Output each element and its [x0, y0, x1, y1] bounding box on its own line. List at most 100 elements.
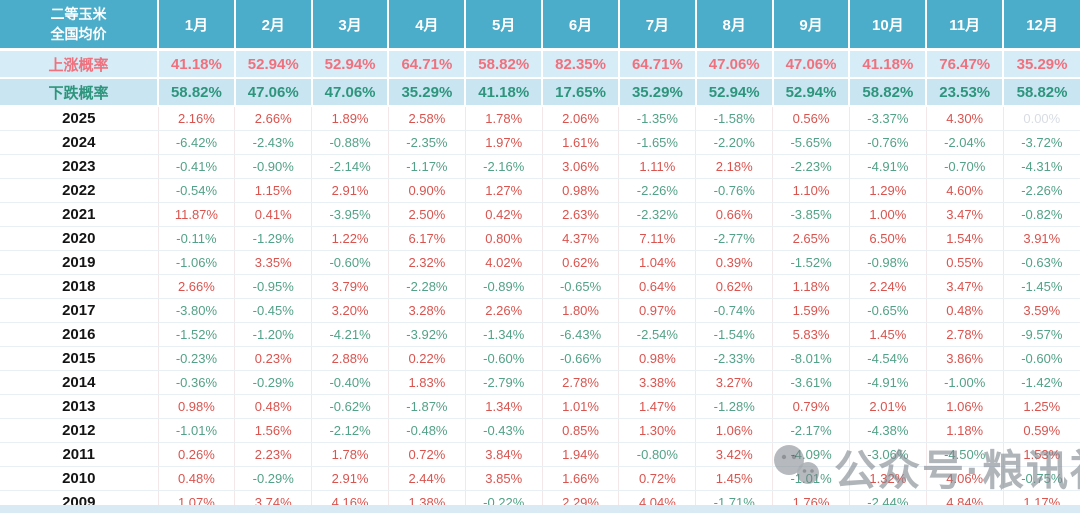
probability-cell: 35.29% — [1003, 49, 1080, 79]
title-line1: 二等玉米 — [50, 5, 107, 22]
value-cell: -4.91% — [849, 370, 927, 395]
value-cell: 0.23% — [234, 346, 313, 371]
value-cell: 3.47% — [926, 202, 1004, 227]
probability-cell: 58.82% — [1003, 78, 1080, 107]
value-cell: 0.59% — [1003, 418, 1080, 443]
value-cell: -0.88% — [311, 130, 389, 155]
value-cell: -3.85% — [772, 202, 850, 227]
month-header: 10月 — [849, 0, 928, 51]
value-cell: 3.20% — [311, 298, 389, 323]
value-cell: 1.15% — [234, 178, 313, 203]
value-cell: -3.72% — [1003, 130, 1080, 155]
value-cell: 4.02% — [465, 250, 543, 275]
value-cell: 0.56% — [772, 106, 850, 131]
year-label: 2017 — [0, 298, 159, 323]
probability-cell: 41.18% — [465, 78, 544, 107]
year-label: 2025 — [0, 106, 159, 131]
year-label: 2018 — [0, 274, 159, 299]
bottom-strip — [0, 505, 1080, 513]
value-cell: -0.36% — [158, 370, 236, 395]
year-row: 2025 2.16% 2.66% 1.89% 2.58% 1.78% 2.06% -1.35%… — [0, 106, 1080, 131]
value-cell: -0.95% — [234, 274, 313, 299]
value-cell: -2.20% — [695, 130, 774, 155]
title-line2: 全国均价 — [50, 26, 107, 42]
value-cell: 2.50% — [388, 202, 466, 227]
probability-cell: 64.71% — [618, 49, 697, 79]
value-cell: 1.00% — [849, 202, 927, 227]
value-cell: -2.79% — [465, 370, 543, 395]
value-cell: -2.26% — [1003, 178, 1080, 203]
value-cell: -2.32% — [618, 202, 697, 227]
value-cell: 0.98% — [618, 346, 697, 371]
value-cell: 3.47% — [926, 274, 1004, 299]
value-cell: 0.72% — [618, 466, 697, 491]
year-row: 2021 11.87% 0.41% -3.95% 2.50% 0.42% 2.63% -2.3… — [0, 202, 1080, 227]
value-cell: 1.78% — [311, 442, 389, 467]
value-cell: 0.39% — [695, 250, 774, 275]
value-cell: 2.78% — [926, 322, 1004, 347]
value-cell: 1.53% — [1003, 442, 1080, 467]
value-cell: 2.66% — [158, 274, 236, 299]
value-cell: -5.65% — [772, 130, 850, 155]
value-cell: 0.98% — [542, 178, 620, 203]
value-cell: 0.85% — [542, 418, 620, 443]
value-cell: 6.17% — [388, 226, 466, 251]
value-cell: 1.04% — [618, 250, 697, 275]
value-cell: 2.88% — [311, 346, 389, 371]
value-cell: -1.00% — [926, 370, 1004, 395]
value-cell: -6.42% — [158, 130, 236, 155]
probability-cell: 82.35% — [542, 49, 620, 79]
year-row: 2023 -0.41% -0.90% -2.14% -1.17% -2.16% 3.06% 1… — [0, 154, 1080, 179]
month-header: 3月 — [311, 0, 390, 51]
value-cell: 4.60% — [926, 178, 1004, 203]
value-cell: 7.11% — [618, 226, 697, 251]
value-cell: 3.85% — [465, 466, 543, 491]
value-cell: 3.59% — [1003, 298, 1080, 323]
value-cell: -0.40% — [311, 370, 389, 395]
value-cell: -0.65% — [542, 274, 620, 299]
value-cell: -2.28% — [388, 274, 466, 299]
value-cell: 1.32% — [849, 466, 927, 491]
value-cell: -1.52% — [772, 250, 850, 275]
value-cell: -1.42% — [1003, 370, 1080, 395]
value-cell: -4.50% — [926, 442, 1004, 467]
value-cell: -0.43% — [465, 418, 543, 443]
value-cell: 3.27% — [695, 370, 774, 395]
value-cell: 1.18% — [772, 274, 850, 299]
rise-probability-row-label: 上涨概率 — [0, 49, 159, 79]
year-row: 2012 -1.01% 1.56% -2.12% -0.48% -0.43% 0.85% 1.… — [0, 418, 1080, 443]
value-cell: 1.61% — [542, 130, 620, 155]
year-row: 2016 -1.52% -1.20% -4.21% -3.92% -1.34% -6.43%… — [0, 322, 1080, 347]
probability-cell: 17.65% — [542, 78, 620, 107]
year-row: 2022 -0.54% 1.15% 2.91% 0.90% 1.27% 0.98% -2.26… — [0, 178, 1080, 203]
value-cell: 0.66% — [695, 202, 774, 227]
fall-probability-row-label: 下跌概率 — [0, 78, 159, 107]
value-cell: 1.45% — [695, 466, 774, 491]
value-cell: -4.21% — [311, 322, 389, 347]
value-cell: 0.62% — [542, 250, 620, 275]
value-cell: -0.80% — [618, 442, 697, 467]
value-cell: -2.54% — [618, 322, 697, 347]
probability-cell: 76.47% — [926, 49, 1005, 79]
value-cell: 1.06% — [695, 418, 774, 443]
probability-cell: 47.06% — [695, 49, 774, 79]
value-cell: -1.52% — [158, 322, 236, 347]
table-body: 上涨概率 41.18% 52.94% 52.94% 64.71% 58.82% 82.35%… — [0, 49, 1080, 513]
value-cell: -1.01% — [158, 418, 236, 443]
year-label: 2020 — [0, 226, 159, 251]
probability-cell: 58.82% — [465, 49, 544, 79]
table-title: 二等玉米 全国均价 — [0, 0, 159, 51]
probability-cell: 41.18% — [158, 49, 236, 79]
value-cell: 1.25% — [1003, 394, 1080, 419]
year-row: 2017 -3.80% -0.45% 3.20% 3.28% 2.26% 1.80% 0.97… — [0, 298, 1080, 323]
value-cell: -1.20% — [234, 322, 313, 347]
value-cell: -4.91% — [849, 154, 927, 179]
year-row: 2018 2.66% -0.95% 3.79% -2.28% -0.89% -0.65% 0.… — [0, 274, 1080, 299]
value-cell: 3.84% — [465, 442, 543, 467]
year-row: 2020 -0.11% -1.29% 1.22% 6.17% 0.80% 4.37% 7.11… — [0, 226, 1080, 251]
probability-cell: 35.29% — [618, 78, 697, 107]
value-cell: 1.54% — [926, 226, 1004, 251]
value-cell: 6.50% — [849, 226, 927, 251]
value-cell: 3.42% — [695, 442, 774, 467]
